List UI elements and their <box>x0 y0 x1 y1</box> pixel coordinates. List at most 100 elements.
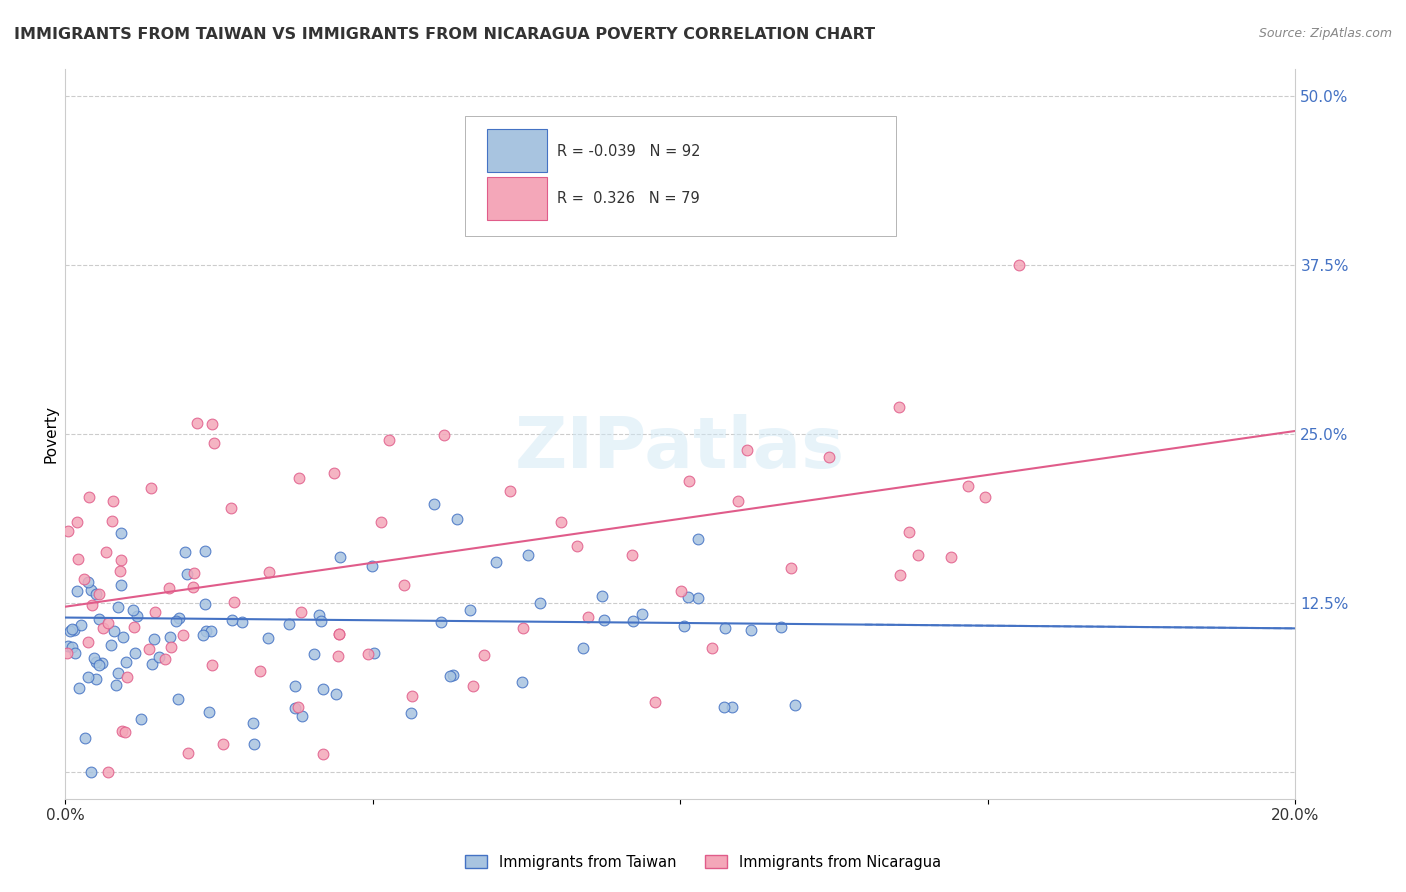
Point <box>66 583 89 598</box>
Point <box>517 549 540 563</box>
FancyBboxPatch shape <box>486 129 547 172</box>
Point <box>291 708 314 723</box>
Point <box>308 607 330 622</box>
Point <box>211 737 233 751</box>
Point <box>941 550 963 565</box>
Point <box>360 559 382 574</box>
Point <box>139 481 162 495</box>
Point <box>77 634 100 648</box>
Point <box>77 575 100 590</box>
Point <box>104 678 127 692</box>
Point <box>56 646 79 660</box>
Point <box>80 598 103 612</box>
Point <box>56 524 79 538</box>
Point <box>631 607 654 621</box>
Point <box>194 597 217 611</box>
Point <box>103 624 125 639</box>
Point <box>243 737 266 751</box>
Point <box>83 650 105 665</box>
Point <box>90 656 112 670</box>
FancyBboxPatch shape <box>486 177 547 219</box>
Point <box>153 652 176 666</box>
Point <box>512 622 534 636</box>
Point <box>107 600 129 615</box>
Point <box>430 615 453 629</box>
Point <box>108 564 131 578</box>
Point <box>222 594 245 608</box>
Point <box>219 501 242 516</box>
Point <box>138 642 160 657</box>
Point <box>160 640 183 655</box>
Point <box>141 657 163 671</box>
Text: R =  0.326   N = 79: R = 0.326 N = 79 <box>557 191 700 206</box>
Point <box>100 638 122 652</box>
Point <box>58 640 80 654</box>
Point <box>898 525 921 540</box>
Point <box>202 436 225 450</box>
Point <box>59 624 82 639</box>
Point <box>103 494 125 508</box>
Point <box>713 700 735 714</box>
Point <box>720 699 742 714</box>
Point <box>370 515 392 529</box>
Point <box>737 443 759 458</box>
Point <box>688 532 710 546</box>
Point <box>1007 258 1029 272</box>
Point <box>194 544 217 558</box>
Point <box>191 628 214 642</box>
Point <box>621 614 644 628</box>
Point <box>907 549 929 563</box>
Point <box>328 627 350 641</box>
Point <box>357 647 380 661</box>
Point <box>780 561 803 575</box>
Point <box>287 699 309 714</box>
Point <box>66 551 89 566</box>
Point <box>129 712 152 726</box>
Point <box>433 428 456 442</box>
Point <box>186 416 208 430</box>
Point <box>256 631 278 645</box>
Point <box>550 515 572 529</box>
Point <box>60 640 83 655</box>
Point <box>115 670 138 684</box>
Point <box>378 433 401 447</box>
Point <box>328 627 350 641</box>
Point <box>887 400 910 414</box>
Point <box>143 632 166 647</box>
Point <box>284 679 307 693</box>
Point <box>496 129 519 144</box>
Point <box>671 584 693 599</box>
Point <box>72 572 94 586</box>
Point <box>785 698 807 713</box>
Point <box>565 539 588 553</box>
Point <box>889 568 911 582</box>
Point <box>974 490 997 504</box>
Point <box>401 706 423 721</box>
Point <box>572 640 595 655</box>
Point <box>673 619 696 633</box>
Point <box>200 417 222 432</box>
Point <box>91 621 114 635</box>
Point <box>174 545 197 559</box>
Point <box>176 566 198 581</box>
Point <box>201 657 224 672</box>
Point <box>110 552 132 566</box>
Point <box>678 591 700 605</box>
Point <box>89 612 111 626</box>
Point <box>172 628 194 642</box>
Point <box>80 583 103 598</box>
Legend: Immigrants from Taiwan, Immigrants from Nicaragua: Immigrants from Taiwan, Immigrants from … <box>460 849 946 876</box>
Point <box>101 514 124 528</box>
Point <box>769 620 792 634</box>
Point <box>678 474 700 488</box>
FancyBboxPatch shape <box>465 116 896 236</box>
Point <box>593 613 616 627</box>
Point <box>97 764 120 779</box>
Point <box>89 587 111 601</box>
Point <box>325 687 347 701</box>
Point <box>122 620 145 634</box>
Point <box>148 649 170 664</box>
Point <box>159 630 181 644</box>
Point <box>143 605 166 619</box>
Point <box>77 490 100 504</box>
